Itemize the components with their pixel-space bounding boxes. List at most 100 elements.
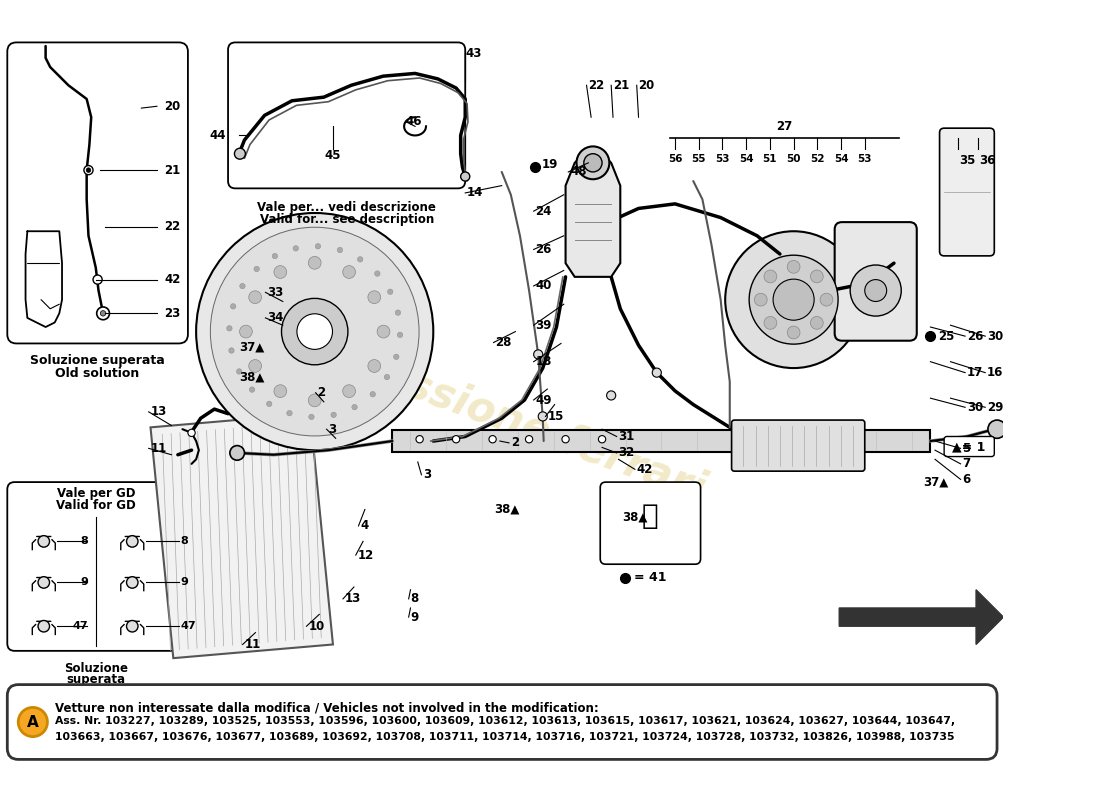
Circle shape <box>249 359 262 372</box>
Text: 20: 20 <box>164 100 180 113</box>
FancyBboxPatch shape <box>732 420 865 471</box>
Circle shape <box>725 231 862 368</box>
Text: 20: 20 <box>638 78 654 92</box>
Circle shape <box>240 325 252 338</box>
Text: 103663, 103667, 103676, 103677, 103689, 103692, 103708, 103711, 103714, 103716, : 103663, 103667, 103676, 103677, 103689, … <box>55 732 954 742</box>
Circle shape <box>227 326 232 331</box>
Text: 43: 43 <box>465 47 482 60</box>
Text: 47: 47 <box>73 622 88 631</box>
FancyBboxPatch shape <box>228 42 465 188</box>
Text: 37▲: 37▲ <box>239 341 264 354</box>
Circle shape <box>240 283 245 289</box>
Text: 2: 2 <box>510 436 519 450</box>
Text: Valid for GD: Valid for GD <box>56 499 135 512</box>
FancyBboxPatch shape <box>601 482 701 564</box>
Circle shape <box>598 435 606 443</box>
Text: 21: 21 <box>613 78 629 92</box>
Text: 47: 47 <box>180 622 196 631</box>
Circle shape <box>367 291 381 303</box>
Circle shape <box>287 410 293 416</box>
Circle shape <box>821 294 833 306</box>
Circle shape <box>370 391 375 397</box>
Polygon shape <box>565 154 620 277</box>
Text: ▲= 1: ▲= 1 <box>953 440 986 453</box>
Circle shape <box>584 154 602 172</box>
Circle shape <box>84 166 94 174</box>
Text: Vale per... vedi descrizione: Vale per... vedi descrizione <box>257 201 436 214</box>
Text: 8: 8 <box>410 592 419 606</box>
Text: passione ferrari: passione ferrari <box>346 344 712 511</box>
Circle shape <box>308 394 321 406</box>
Text: 28: 28 <box>495 336 512 349</box>
Text: 11: 11 <box>244 638 261 651</box>
Polygon shape <box>839 590 1003 645</box>
Polygon shape <box>151 414 333 658</box>
Text: 36: 36 <box>979 154 996 166</box>
Circle shape <box>316 243 321 249</box>
Text: 29: 29 <box>987 401 1003 414</box>
Circle shape <box>358 257 363 262</box>
Text: 7: 7 <box>962 458 970 470</box>
Circle shape <box>196 213 433 450</box>
Text: 10: 10 <box>308 620 324 633</box>
Text: 32: 32 <box>618 446 635 459</box>
FancyBboxPatch shape <box>8 685 997 759</box>
Circle shape <box>526 435 532 443</box>
Circle shape <box>576 146 609 179</box>
Circle shape <box>230 304 235 309</box>
Circle shape <box>343 266 355 278</box>
Text: 9: 9 <box>410 610 419 624</box>
Text: 9: 9 <box>180 578 188 587</box>
Text: 25: 25 <box>937 330 954 342</box>
Text: 46: 46 <box>406 115 422 128</box>
Circle shape <box>126 536 138 547</box>
Circle shape <box>234 148 245 159</box>
Circle shape <box>274 266 287 278</box>
Text: 37▲: 37▲ <box>923 475 948 489</box>
FancyBboxPatch shape <box>8 482 185 651</box>
Text: Vetture non interessate dalla modifica / Vehicles not involved in the modificati: Vetture non interessate dalla modifica /… <box>55 701 598 714</box>
Text: 5: 5 <box>962 442 970 455</box>
Text: 21: 21 <box>164 164 180 177</box>
Circle shape <box>865 279 887 302</box>
Circle shape <box>988 420 1007 438</box>
Text: 23: 23 <box>164 307 180 320</box>
FancyBboxPatch shape <box>944 437 994 457</box>
Circle shape <box>461 172 470 181</box>
Circle shape <box>86 168 91 173</box>
Circle shape <box>788 326 800 339</box>
Text: 40: 40 <box>536 279 552 293</box>
Circle shape <box>416 435 424 443</box>
Text: 50: 50 <box>786 154 801 164</box>
Text: 52: 52 <box>810 154 825 164</box>
Text: 🐎: 🐎 <box>642 502 659 530</box>
Text: 53: 53 <box>715 154 729 164</box>
Circle shape <box>755 294 767 306</box>
Text: 44: 44 <box>210 129 227 142</box>
Circle shape <box>250 387 255 392</box>
Circle shape <box>488 435 496 443</box>
Circle shape <box>249 291 262 303</box>
Text: 17: 17 <box>967 366 983 379</box>
Text: 19: 19 <box>542 158 558 171</box>
Text: 2: 2 <box>318 386 326 399</box>
Text: 27: 27 <box>777 120 793 133</box>
Circle shape <box>395 310 400 315</box>
Circle shape <box>331 412 337 418</box>
Text: 24: 24 <box>536 205 552 218</box>
Text: 38▲: 38▲ <box>239 370 264 384</box>
Text: 13: 13 <box>151 406 167 418</box>
Circle shape <box>375 271 381 276</box>
Circle shape <box>309 414 315 420</box>
FancyBboxPatch shape <box>8 42 188 343</box>
Text: Valid for... see description: Valid for... see description <box>260 213 433 226</box>
Circle shape <box>126 621 138 632</box>
Circle shape <box>343 385 355 398</box>
Text: Old solution: Old solution <box>56 686 135 698</box>
Circle shape <box>384 374 389 380</box>
Text: 8: 8 <box>180 536 188 546</box>
Circle shape <box>100 310 106 316</box>
Circle shape <box>367 359 381 372</box>
Circle shape <box>126 577 138 588</box>
Text: 11: 11 <box>151 442 167 455</box>
